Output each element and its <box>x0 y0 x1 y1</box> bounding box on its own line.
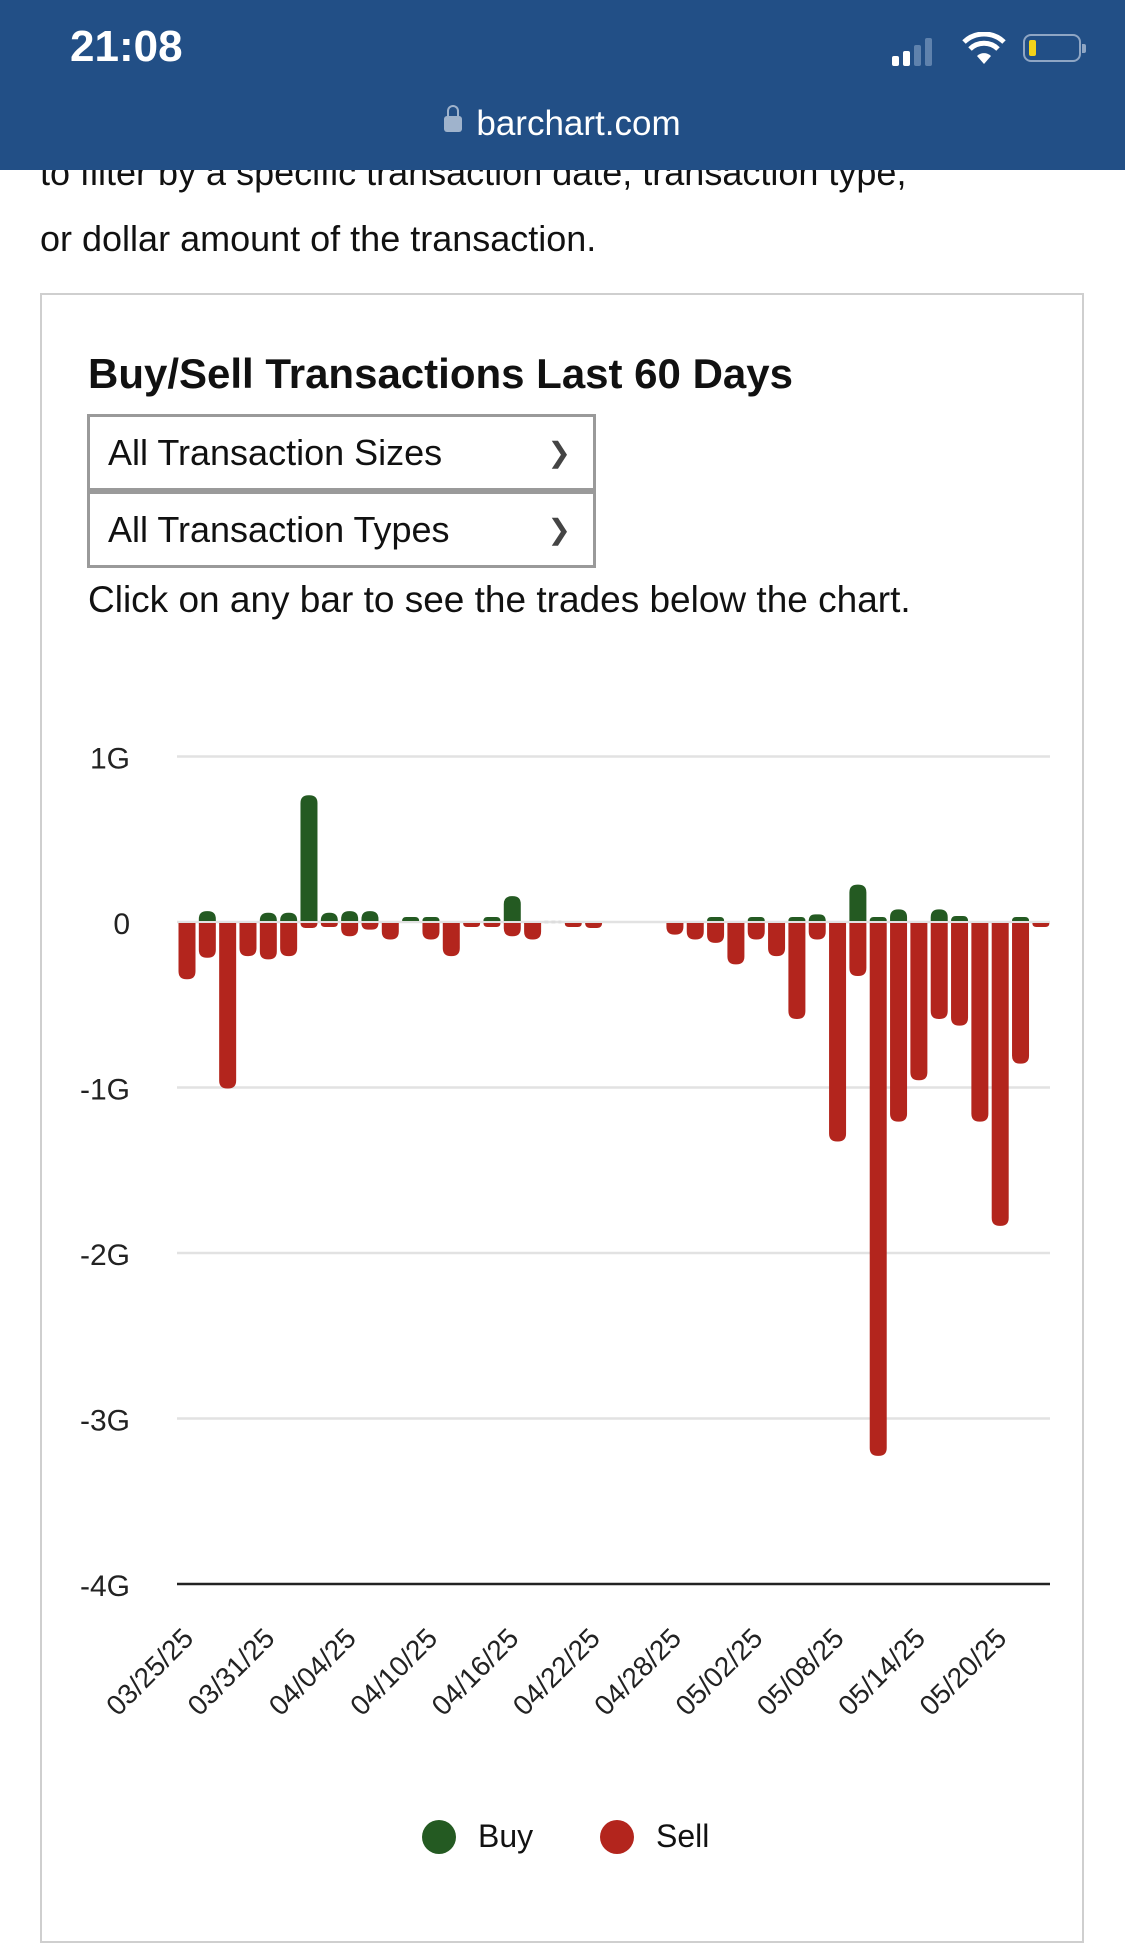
transaction-size-value: All Transaction Sizes <box>108 432 443 473</box>
status-time: 21:08 <box>70 22 183 71</box>
y-tick-label: -1G <box>80 1074 130 1107</box>
x-tick-label: 05/08/25 <box>751 1622 850 1721</box>
y-tick-label: 1G <box>90 743 130 776</box>
chart-title: Buy/Sell Transactions Last 60 Days <box>88 350 793 397</box>
sell-bar[interactable] <box>686 923 704 940</box>
y-tick-label: 0 <box>113 908 130 941</box>
y-tick-label: -3G <box>80 1405 130 1438</box>
buy-bar[interactable] <box>503 896 521 921</box>
sell-bar[interactable] <box>422 923 440 940</box>
sell-bar[interactable] <box>524 923 542 940</box>
sell-bar[interactable] <box>890 923 908 1122</box>
sell-bar[interactable] <box>971 923 989 1122</box>
browser-header: 21:08 barchart.com <box>0 0 1125 170</box>
chevron-down-icon: ❯ <box>547 514 571 545</box>
sell-bar[interactable] <box>1032 923 1050 927</box>
sell-bar[interactable] <box>198 923 216 958</box>
sell-bar[interactable] <box>564 923 582 927</box>
legend-buy-label: Buy <box>478 1818 534 1854</box>
intro-line: or dollar amount of the transaction. <box>40 218 597 259</box>
y-tick-label: -4G <box>80 1570 130 1603</box>
transaction-type-select[interactable]: All Transaction Types ❯ <box>87 491 596 568</box>
sell-bar[interactable] <box>808 923 826 940</box>
sell-bar[interactable] <box>666 923 684 935</box>
sell-bar[interactable] <box>768 923 786 957</box>
sell-bar[interactable] <box>747 923 765 940</box>
x-tick-label: 04/16/25 <box>426 1622 525 1721</box>
x-tick-label: 05/20/25 <box>913 1622 1012 1721</box>
y-tick-label: -2G <box>80 1239 130 1272</box>
buy-bar[interactable] <box>890 909 908 921</box>
buy-bar[interactable] <box>930 909 948 921</box>
sell-bar[interactable] <box>930 923 948 1019</box>
battery-icon <box>1023 34 1086 62</box>
sell-bar[interactable] <box>727 923 745 965</box>
buy-bar[interactable] <box>808 914 826 921</box>
transaction-type-value: All Transaction Types <box>108 509 450 550</box>
x-tick-label: 04/22/25 <box>507 1622 606 1721</box>
url-text: barchart.com <box>476 104 681 143</box>
buy-bar[interactable] <box>951 916 969 921</box>
buy-bar[interactable] <box>300 795 318 921</box>
sell-bar[interactable] <box>442 923 460 957</box>
sell-bar[interactable] <box>849 923 867 976</box>
buy-bar[interactable] <box>320 912 338 921</box>
buy-bar[interactable] <box>361 911 379 921</box>
sell-bar[interactable] <box>381 923 399 940</box>
chevron-down-icon: ❯ <box>547 437 571 468</box>
x-tick-label: 05/14/25 <box>832 1622 931 1721</box>
buy-bar[interactable] <box>280 912 298 921</box>
x-tick-label: 03/25/25 <box>100 1622 199 1721</box>
buy-bar[interactable] <box>483 917 501 921</box>
buy-sell-chart: 1G0-1G-2G-3G-4G03/25/2503/31/2504/04/250… <box>80 743 1050 1721</box>
sell-bar[interactable] <box>300 923 318 928</box>
sell-bar[interactable] <box>707 923 725 943</box>
sell-bar[interactable] <box>585 923 603 928</box>
legend-sell[interactable]: Sell <box>600 1818 709 1855</box>
x-tick-label: 04/04/25 <box>263 1622 362 1721</box>
buy-bar[interactable] <box>422 917 440 921</box>
sell-bar[interactable] <box>178 923 196 980</box>
buy-bar[interactable] <box>788 917 806 921</box>
buy-dot-icon <box>422 1819 456 1854</box>
sell-bar[interactable] <box>788 923 806 1019</box>
buy-bar[interactable] <box>849 884 867 921</box>
sell-bar[interactable] <box>483 923 501 927</box>
sell-bar[interactable] <box>280 923 298 957</box>
sell-bar[interactable] <box>991 923 1009 1226</box>
legend-buy[interactable]: Buy <box>422 1818 533 1855</box>
buy-bar[interactable] <box>869 917 887 921</box>
sell-bar[interactable] <box>951 923 969 1026</box>
x-tick-label: 04/28/25 <box>588 1622 687 1721</box>
sell-bar[interactable] <box>219 923 237 1089</box>
sell-bar[interactable] <box>869 923 887 1456</box>
buy-bar[interactable] <box>259 912 277 921</box>
sell-bar[interactable] <box>239 923 257 957</box>
sell-bar[interactable] <box>320 923 338 927</box>
sell-bar[interactable] <box>361 923 379 930</box>
buy-bar[interactable] <box>707 917 725 921</box>
sell-bar[interactable] <box>463 923 481 927</box>
sell-bar[interactable] <box>829 923 847 1142</box>
sell-dot-icon <box>600 1819 634 1854</box>
chart-hint: Click on any bar to see the trades below… <box>88 579 911 620</box>
transaction-size-select[interactable]: All Transaction Sizes ❯ <box>87 414 596 491</box>
buy-bar[interactable] <box>402 917 420 921</box>
sell-bar[interactable] <box>341 923 359 937</box>
lock-icon <box>444 104 463 132</box>
legend-sell-label: Sell <box>656 1818 710 1854</box>
x-tick-label: 03/31/25 <box>182 1622 281 1721</box>
sell-bar[interactable] <box>259 923 277 960</box>
sell-bar[interactable] <box>1012 923 1030 1064</box>
sell-bar[interactable] <box>503 923 521 937</box>
x-tick-label: 04/10/25 <box>344 1622 443 1721</box>
x-tick-label: 05/02/25 <box>669 1622 768 1721</box>
address-bar[interactable]: barchart.com <box>0 104 1125 144</box>
sell-bar[interactable] <box>910 923 928 1081</box>
wifi-icon <box>962 32 1006 64</box>
buy-bar[interactable] <box>198 911 216 921</box>
buy-bar[interactable] <box>1012 917 1030 921</box>
buy-bar[interactable] <box>341 911 359 921</box>
buy-bar[interactable] <box>747 917 765 921</box>
